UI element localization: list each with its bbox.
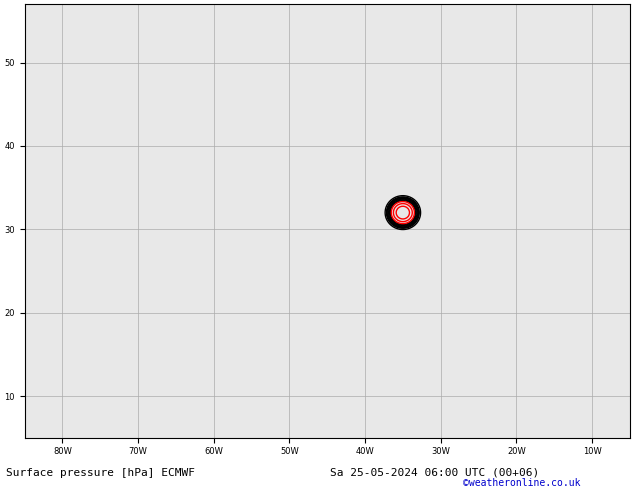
Text: ©weatheronline.co.uk: ©weatheronline.co.uk bbox=[463, 478, 580, 488]
Text: Sa 25-05-2024 06:00 UTC (00+06): Sa 25-05-2024 06:00 UTC (00+06) bbox=[330, 468, 539, 478]
Text: Surface pressure [hPa] ECMWF: Surface pressure [hPa] ECMWF bbox=[6, 468, 195, 478]
